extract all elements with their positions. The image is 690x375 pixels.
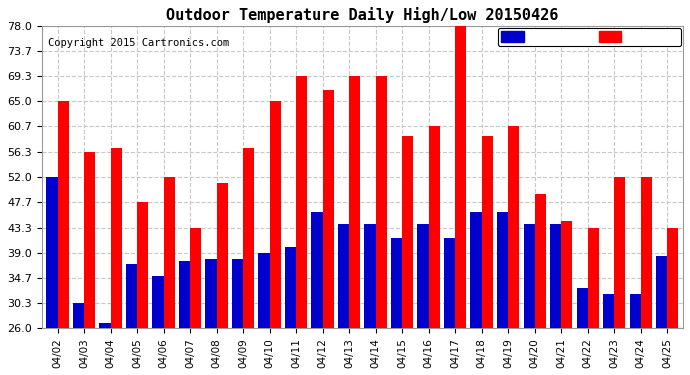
Bar <box>391 238 402 328</box>
Bar <box>417 224 428 328</box>
Bar <box>402 136 413 328</box>
Bar <box>471 212 482 328</box>
Bar <box>152 276 164 328</box>
Bar <box>190 228 201 328</box>
Bar <box>640 177 652 328</box>
Bar <box>259 253 270 328</box>
Bar <box>349 76 360 328</box>
Bar <box>497 212 508 328</box>
Bar <box>206 258 217 328</box>
Bar <box>614 177 625 328</box>
Title: Outdoor Temperature Daily High/Low 20150426: Outdoor Temperature Daily High/Low 20150… <box>166 7 558 23</box>
Bar <box>561 220 572 328</box>
Bar <box>667 228 678 328</box>
Bar <box>311 212 323 328</box>
Bar <box>323 90 334 328</box>
Bar <box>482 136 493 328</box>
Bar <box>126 264 137 328</box>
Bar <box>550 224 561 328</box>
Bar <box>629 294 640 328</box>
Bar <box>137 202 148 328</box>
Bar <box>577 288 588 328</box>
Bar <box>508 126 520 328</box>
Bar <box>296 76 307 328</box>
Bar <box>524 224 535 328</box>
Bar <box>73 303 84 328</box>
Bar <box>217 183 228 328</box>
Bar <box>338 224 349 328</box>
Bar <box>285 247 296 328</box>
Bar <box>444 238 455 328</box>
Bar <box>375 76 386 328</box>
Bar <box>364 224 375 328</box>
Bar <box>110 148 121 328</box>
Bar <box>588 228 599 328</box>
Text: Copyright 2015 Cartronics.com: Copyright 2015 Cartronics.com <box>48 38 229 48</box>
Bar <box>164 177 175 328</box>
Bar <box>270 101 281 328</box>
Bar <box>84 152 95 328</box>
Bar <box>179 261 190 328</box>
Bar <box>428 126 440 328</box>
Bar <box>57 101 69 328</box>
Bar <box>243 148 254 328</box>
Bar <box>656 256 667 328</box>
Bar <box>603 294 614 328</box>
Legend: Low  (°F), High  (°F): Low (°F), High (°F) <box>498 28 681 46</box>
Bar <box>455 26 466 328</box>
Bar <box>46 177 57 328</box>
Bar <box>535 195 546 328</box>
Bar <box>99 322 110 328</box>
Bar <box>232 258 243 328</box>
